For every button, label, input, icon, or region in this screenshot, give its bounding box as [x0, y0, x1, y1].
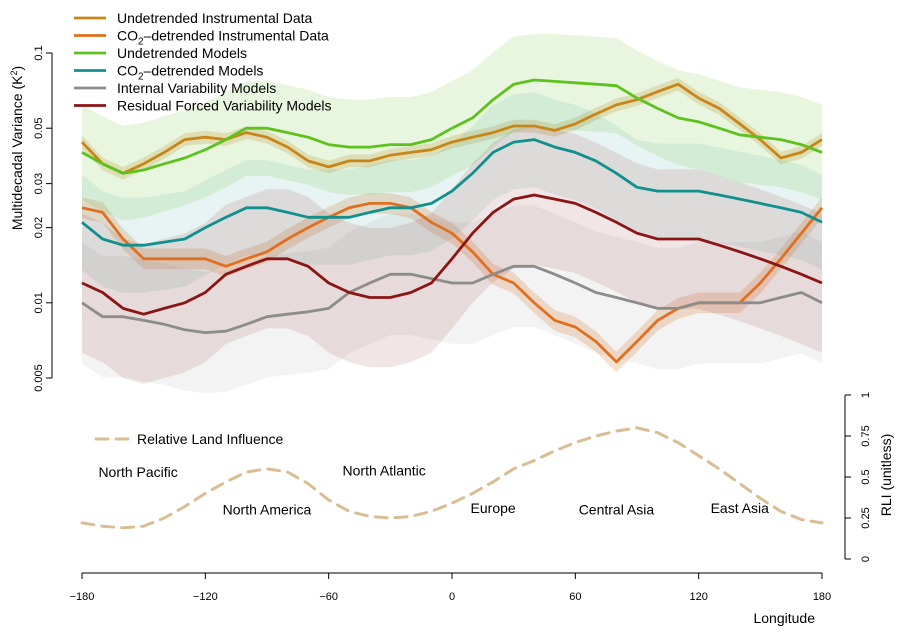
- x-tick-label: −180: [70, 591, 95, 603]
- y-axis-label: Multidecadal Variance (K2): [9, 66, 25, 230]
- y-tick-label: 0.1: [33, 45, 45, 60]
- region-label: North Pacific: [98, 464, 177, 480]
- y-tick-label: 0.03: [33, 173, 45, 194]
- rli-tick-label: 0.75: [860, 425, 872, 446]
- legend-label: Internal Variability Models: [117, 80, 276, 96]
- uncertainty-band: [82, 77, 822, 180]
- uncertainty-band: [82, 125, 822, 384]
- legend-label: CO2–detrended Models: [117, 63, 263, 83]
- x-tick-label: 0: [449, 591, 455, 603]
- region-label: North America: [223, 502, 312, 518]
- rli-tick-label: 0.5: [860, 469, 872, 484]
- region-label: North Atlantic: [343, 462, 426, 478]
- rli-axis-label: RLI (unitless): [878, 434, 894, 516]
- series-line: [81, 138, 823, 247]
- series-line: [81, 193, 823, 316]
- uncertainty-band: [82, 193, 822, 373]
- rli-legend-label: Relative Land Influence: [137, 431, 284, 447]
- legend-label: CO2–detrended Instrumental Data: [117, 28, 329, 48]
- y-tick-label: 0.005: [33, 364, 45, 392]
- x-tick-label: 180: [813, 591, 831, 603]
- x-tick-label: 60: [569, 591, 581, 603]
- y-tick-label: 0.05: [33, 117, 45, 138]
- y-tick-label: 0.01: [33, 292, 45, 313]
- legend-label: Residual Forced Variability Models: [117, 98, 332, 114]
- region-label: Europe: [471, 500, 516, 516]
- region-label: Central Asia: [579, 502, 655, 518]
- series-line: [80, 82, 823, 175]
- legend-label: Undetrended Models: [117, 45, 247, 61]
- legend-label: Undetrended Instrumental Data: [117, 10, 313, 26]
- series-line: [81, 264, 823, 334]
- y-tick-label: 0.02: [33, 217, 45, 238]
- x-axis-label: Longitude: [753, 610, 815, 626]
- legend: Undetrended Instrumental Data CO2–detrend…: [74, 10, 332, 114]
- series-line: [81, 78, 823, 175]
- rli-panel: 0 0.25 0.5 0.75 1 Relative Land Influence Nort…: [80, 392, 872, 562]
- series-lines: [80, 78, 824, 364]
- uncertainty-band: [82, 205, 822, 394]
- x-tick-label: 120: [689, 591, 707, 603]
- rli-tick-label: 0.25: [860, 507, 872, 528]
- axes: 0.005 0.01 0.02 0.03 0.05 0.1 −180 −120 −60 0 60 12…: [33, 45, 831, 603]
- rli-tick-label: 1: [860, 392, 872, 398]
- rli-line: [80, 426, 824, 530]
- region-label: East Asia: [711, 500, 770, 516]
- x-tick-label: −120: [193, 591, 218, 603]
- x-tick-label: −60: [319, 591, 338, 603]
- rli-tick-label: 0: [860, 556, 872, 562]
